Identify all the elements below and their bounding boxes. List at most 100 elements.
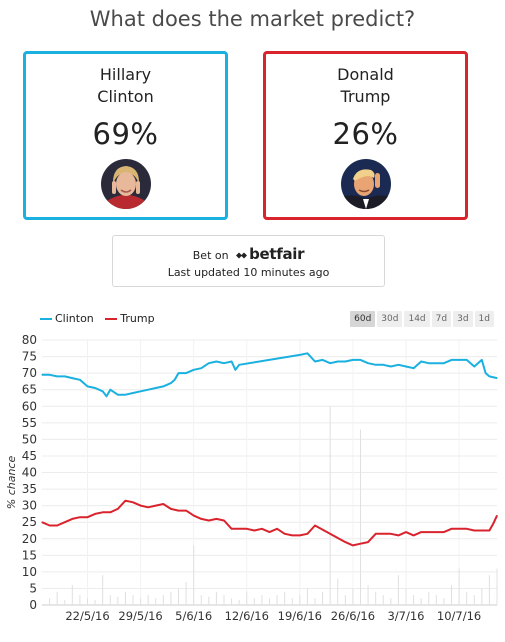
x-tick-label: 10/7/16 xyxy=(437,609,481,623)
x-tick-label: 12/6/16 xyxy=(225,609,269,623)
data-point-trump xyxy=(492,523,494,525)
range-selector: 60d 30d 14d 7d 3d 1d xyxy=(350,311,494,327)
data-point-clinton xyxy=(102,390,104,392)
y-tick-label: 15 xyxy=(22,548,37,562)
betfair-link-box[interactable]: Bet on betfair Last updated 10 minutes a… xyxy=(112,235,385,287)
data-point-clinton xyxy=(155,387,157,389)
data-point-trump xyxy=(64,521,66,523)
data-point-clinton xyxy=(314,360,316,363)
data-point-clinton xyxy=(105,395,108,397)
data-point-trump xyxy=(466,528,468,530)
data-point-trump xyxy=(276,528,278,530)
data-point-clinton xyxy=(193,369,195,371)
data-point-trump xyxy=(375,533,377,535)
data-point-clinton xyxy=(177,372,180,374)
y-tick-label: 75 xyxy=(22,350,37,364)
data-point-clinton xyxy=(94,387,96,389)
legend-item-clinton[interactable]: Clinton xyxy=(40,312,94,325)
y-tick-label: 10 xyxy=(22,565,37,579)
data-point-trump xyxy=(246,528,248,530)
range-button-60d[interactable]: 60d xyxy=(350,311,376,327)
betfair-logo-icon xyxy=(236,252,248,259)
trump-photo-icon xyxy=(340,159,391,209)
candidate-card-clinton: Hillary Clinton 69% xyxy=(23,51,228,220)
data-point-clinton xyxy=(132,392,134,394)
data-point-trump xyxy=(405,531,407,533)
data-point-trump xyxy=(48,524,51,527)
x-tick-label: 22/5/16 xyxy=(65,609,109,623)
volume-bars xyxy=(49,406,498,605)
data-point-trump xyxy=(299,534,301,537)
y-tick-label: 80 xyxy=(22,333,37,347)
x-tick-label: 19/6/16 xyxy=(278,609,322,623)
data-point-trump xyxy=(344,541,346,543)
legend-label-clinton: Clinton xyxy=(55,312,94,325)
data-point-trump xyxy=(86,516,89,518)
data-point-trump xyxy=(162,503,164,505)
legend-item-trump[interactable]: Trump xyxy=(105,312,155,325)
data-point-clinton xyxy=(162,385,164,387)
range-button-7d[interactable]: 7d xyxy=(431,311,452,327)
data-point-trump xyxy=(215,518,218,520)
y-tick-label: 65 xyxy=(22,383,37,397)
x-tick-label: 29/5/16 xyxy=(118,609,162,623)
x-tick-label: 3/7/16 xyxy=(387,609,424,623)
data-point-trump xyxy=(124,500,127,502)
data-point-trump xyxy=(435,531,437,533)
range-button-14d[interactable]: 14d xyxy=(404,311,430,327)
y-tick-label: 5 xyxy=(29,581,37,595)
data-point-trump xyxy=(450,528,453,530)
y-tick-label: 60 xyxy=(22,399,37,413)
y-tick-label: 50 xyxy=(22,432,37,446)
data-point-clinton xyxy=(185,372,187,374)
data-point-trump xyxy=(496,514,498,517)
data-point-trump xyxy=(390,533,392,535)
range-button-1d[interactable]: 1d xyxy=(474,311,494,327)
data-point-clinton xyxy=(344,360,346,363)
data-point-trump xyxy=(56,524,58,527)
data-point-clinton xyxy=(223,362,225,364)
data-point-clinton xyxy=(435,362,437,364)
y-tick-label: 30 xyxy=(22,499,37,513)
data-point-trump xyxy=(147,506,149,508)
y-tick-label: 20 xyxy=(22,532,37,546)
legend-label-trump: Trump xyxy=(120,312,155,325)
data-point-trump xyxy=(223,519,225,522)
data-point-trump xyxy=(261,528,263,530)
data-point-trump xyxy=(94,513,96,515)
y-tick-label: 35 xyxy=(22,482,37,496)
data-point-clinton xyxy=(147,389,149,391)
data-point-trump xyxy=(268,531,271,533)
data-point-clinton xyxy=(79,379,81,381)
range-button-30d[interactable]: 30d xyxy=(377,311,403,327)
data-point-clinton xyxy=(375,364,377,366)
data-point-clinton xyxy=(56,375,58,378)
range-button-3d[interactable]: 3d xyxy=(453,311,473,327)
data-point-clinton xyxy=(466,359,468,361)
data-point-trump xyxy=(41,521,43,523)
series-line-clinton xyxy=(42,352,498,398)
data-point-clinton xyxy=(306,352,309,354)
data-point-clinton xyxy=(367,362,369,364)
data-point-trump xyxy=(139,505,142,507)
data-point-trump xyxy=(193,514,195,517)
data-point-trump xyxy=(71,518,73,520)
y-tick-label: 70 xyxy=(22,366,37,380)
data-point-clinton xyxy=(450,359,453,361)
data-point-trump xyxy=(382,533,384,535)
data-point-trump xyxy=(481,529,483,532)
data-point-trump xyxy=(306,533,309,535)
candidate-name: Donald Trump xyxy=(266,64,465,108)
data-point-clinton xyxy=(321,359,324,361)
data-point-trump xyxy=(230,528,233,530)
data-point-clinton xyxy=(86,385,89,387)
data-point-trump xyxy=(109,511,111,513)
data-point-clinton xyxy=(329,362,331,364)
data-point-clinton xyxy=(337,360,339,363)
data-point-clinton xyxy=(234,369,236,371)
y-tick-label: 0 xyxy=(29,598,37,612)
candidate-last-name: Clinton xyxy=(97,87,154,106)
series-trump xyxy=(41,499,498,547)
data-point-clinton xyxy=(481,359,483,361)
data-point-clinton xyxy=(405,365,407,368)
